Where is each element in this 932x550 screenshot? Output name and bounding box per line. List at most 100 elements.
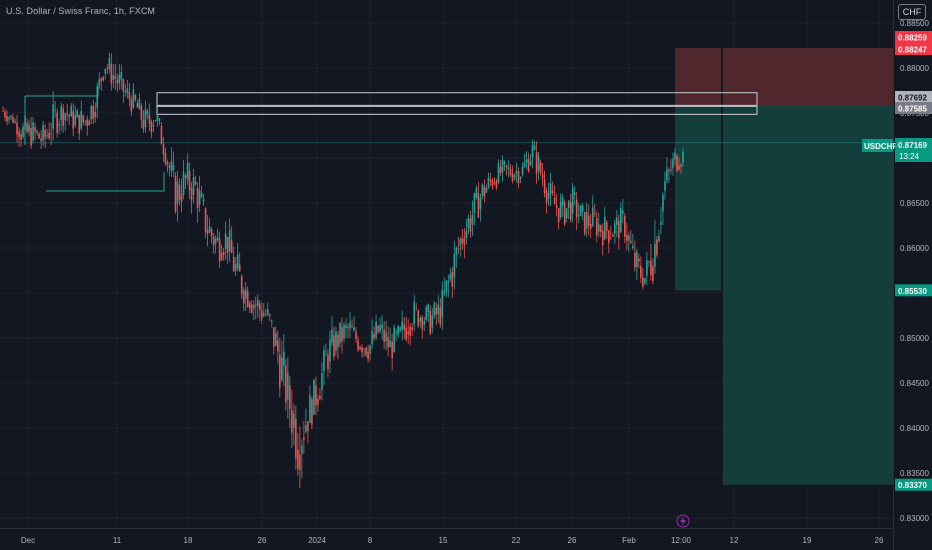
candle-body xyxy=(317,399,319,405)
candle-body xyxy=(291,410,293,434)
candle-body xyxy=(96,86,99,108)
candle-body xyxy=(76,110,79,118)
currency-button[interactable]: CHF xyxy=(898,4,926,20)
candle-body xyxy=(341,327,343,342)
candle-body xyxy=(116,79,119,84)
candle-body xyxy=(533,145,536,150)
range-line xyxy=(25,86,99,97)
y-tick-label: 0.84000 xyxy=(900,424,929,433)
price-tag-tp2-text: 0.83370 xyxy=(898,481,927,490)
candle-body xyxy=(417,310,420,326)
candle-body xyxy=(198,190,201,206)
candle-body xyxy=(321,372,323,390)
candle-body xyxy=(34,127,36,132)
price-tag-zone-top[interactable]: 0.87692 xyxy=(895,91,932,103)
candle-body xyxy=(182,171,185,195)
candle-body xyxy=(433,303,436,317)
price-tag-stop-low[interactable]: 0.88247 xyxy=(895,43,932,55)
candle-body xyxy=(383,329,385,342)
price-tag-stop-low-text: 0.88247 xyxy=(898,46,927,55)
x-tick-label: 18 xyxy=(184,536,193,545)
candle-body xyxy=(140,105,143,120)
candle-body xyxy=(429,310,432,334)
candle-body xyxy=(389,340,391,348)
candle-body xyxy=(118,74,121,84)
candle-body xyxy=(473,193,476,213)
price-tag-stop-high[interactable]: 0.88259 xyxy=(895,31,932,43)
candle-body xyxy=(126,88,129,93)
candle-body xyxy=(66,113,68,115)
candle-body xyxy=(287,372,289,400)
candle-body xyxy=(369,345,371,354)
take-profit-zone-2[interactable] xyxy=(723,105,893,485)
candle-body xyxy=(289,385,291,410)
take-profit-zone-1[interactable] xyxy=(675,105,721,291)
candle-body xyxy=(305,425,307,432)
candle-body xyxy=(642,277,644,287)
candle-body xyxy=(148,114,151,124)
candle-body xyxy=(216,236,219,241)
candle-body xyxy=(680,164,682,167)
candle-body xyxy=(86,119,89,126)
candle-body xyxy=(403,324,405,330)
supply-zone-box-inner[interactable] xyxy=(156,105,758,115)
candle-body xyxy=(130,99,133,112)
candle-body xyxy=(242,290,245,304)
candle-body xyxy=(345,325,347,328)
candle-body xyxy=(220,253,223,260)
supply-zone-box[interactable] xyxy=(156,92,758,106)
candle-body xyxy=(42,124,44,141)
candle-body xyxy=(577,215,580,217)
candle-body xyxy=(616,217,618,225)
candle-body xyxy=(40,138,42,142)
candle-body xyxy=(537,156,540,171)
candle-body xyxy=(485,187,488,193)
last-price-tag[interactable]: 0.87169 13:24 xyxy=(895,138,932,162)
candle-body xyxy=(624,216,626,237)
candle-body xyxy=(501,159,504,173)
candle-body xyxy=(28,124,30,133)
candle-body xyxy=(272,327,275,347)
candle-body xyxy=(56,112,58,133)
zone-divider xyxy=(721,48,723,92)
candle-body xyxy=(297,449,299,469)
price-tag-stop-high-text: 0.88259 xyxy=(898,34,927,43)
candle-body xyxy=(12,117,14,123)
candle-body xyxy=(507,167,510,169)
candle-body xyxy=(525,159,528,163)
stop-loss-zone[interactable] xyxy=(675,48,893,108)
candle-body xyxy=(6,116,8,122)
symbol-tag-bg xyxy=(862,139,893,152)
candle-body xyxy=(152,124,155,127)
candle-body xyxy=(519,177,522,179)
candle-body xyxy=(495,180,498,188)
candle-body xyxy=(88,120,91,126)
candle-body xyxy=(646,260,648,276)
candle-body xyxy=(399,327,401,331)
symbol-tag[interactable]: USDCHF xyxy=(862,139,897,152)
candle-body xyxy=(618,220,620,239)
candle-body xyxy=(529,161,532,165)
candle-body xyxy=(26,123,28,132)
candle-body xyxy=(535,152,538,174)
candle-body xyxy=(206,230,209,234)
candle-body xyxy=(499,167,502,174)
event-lightning-icon[interactable] xyxy=(676,514,690,528)
candle-body xyxy=(453,253,456,278)
candle-body xyxy=(228,230,231,252)
price-tag-zone-bottom[interactable]: 0.87585 xyxy=(895,102,932,114)
candle-body xyxy=(2,110,4,112)
candle-body xyxy=(656,239,658,256)
candle-body xyxy=(513,175,516,178)
price-tag-tp1[interactable]: 0.85530 xyxy=(895,284,932,297)
candle-body xyxy=(124,91,127,93)
candle-body xyxy=(72,111,75,129)
price-tag-tp2[interactable]: 0.83370 xyxy=(895,478,932,491)
candle-body xyxy=(30,128,32,146)
candle-body xyxy=(303,437,305,440)
candle-body xyxy=(176,181,179,204)
candle-body xyxy=(202,199,205,202)
candle-body xyxy=(491,180,494,187)
